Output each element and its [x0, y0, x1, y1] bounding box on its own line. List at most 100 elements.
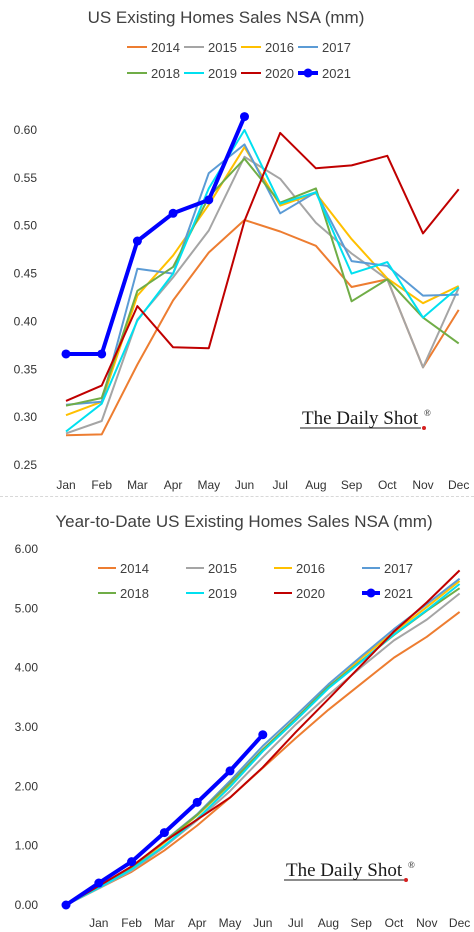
y-tick-label: 5.00: [15, 601, 39, 615]
x-tick-label: May: [219, 916, 242, 930]
series-line-2020: [65, 569, 461, 906]
chart-title: Year-to-Date US Existing Homes Sales NSA…: [55, 512, 432, 531]
legend-label-2015: 2015: [208, 561, 237, 576]
series-point-2021: [127, 857, 137, 867]
legend-label-2017: 2017: [322, 40, 351, 55]
y-tick-label: 3.00: [15, 720, 39, 734]
legend-label-2019: 2019: [208, 66, 237, 81]
x-tick-label: Aug: [305, 478, 326, 492]
legend-label-2014: 2014: [120, 561, 149, 576]
chart-divider: [0, 496, 474, 497]
x-tick-label: Feb: [121, 916, 142, 930]
series-point-2021: [240, 112, 249, 122]
y-tick-label: 2.00: [15, 779, 39, 793]
series-line-2019: [65, 129, 460, 433]
x-tick-label: Nov: [416, 916, 437, 930]
x-tick-label: Jan: [56, 478, 75, 492]
series-point-2021: [61, 900, 71, 910]
series-point-2021: [97, 349, 107, 359]
registered-mark: ®: [424, 408, 431, 418]
series-line-2019: [65, 583, 461, 906]
series-point-2021: [258, 730, 268, 740]
x-axis: Jan Feb Mar Apr May Jun Jul Aug Sep Oct Nov Dec: [89, 916, 470, 930]
y-tick-label: 0.00: [15, 898, 39, 912]
y-tick-label: 6.00: [15, 542, 39, 556]
x-tick-label: Jul: [273, 478, 288, 492]
watermark-dot: [404, 878, 408, 882]
y-tick-label: 1.00: [15, 839, 39, 853]
series-line-2015: [65, 155, 460, 435]
monthly-sales-chart: US Existing Homes Sales NSA (mm) 2014 201…: [14, 8, 470, 492]
x-tick-label: Dec: [448, 478, 469, 492]
series-point-2021: [168, 208, 178, 218]
series-point-2021: [132, 236, 142, 246]
x-tick-label: Apr: [188, 916, 207, 930]
x-tick-label: Sep: [341, 478, 363, 492]
legend-label-2021: 2021: [322, 66, 351, 81]
chart-legend: 2014 2015 2016 2017 2018 2019 2020 2021: [127, 40, 351, 81]
chart-legend: 2014 2015 2016 2017 2018 2019 2020 2021: [98, 561, 413, 601]
x-tick-label: Jan: [89, 916, 108, 930]
series-point-2021: [61, 349, 71, 359]
legend-label-2014: 2014: [151, 40, 180, 55]
legend-label-2020: 2020: [265, 66, 294, 81]
series-line-2021: [66, 115, 247, 356]
legend-label-2017: 2017: [384, 561, 413, 576]
x-tick-label: Apr: [164, 478, 183, 492]
series-line-2018: [65, 157, 460, 407]
x-tick-label: Sep: [351, 916, 373, 930]
x-tick-label: Feb: [91, 478, 112, 492]
ytd-sales-chart: Year-to-Date US Existing Homes Sales NSA…: [15, 512, 471, 930]
legend-label-2015: 2015: [208, 40, 237, 55]
legend-label-2021: 2021: [384, 586, 413, 601]
x-tick-label: Mar: [154, 916, 175, 930]
series-point-2021: [159, 828, 169, 838]
y-tick-label: 0.45: [14, 267, 38, 281]
x-axis: Jan Feb Mar Apr May Jun Jul Aug Sep Oct Nov Dec: [56, 478, 469, 492]
y-tick-label: 0.40: [14, 314, 38, 328]
y-tick-label: 0.30: [14, 410, 38, 424]
y-axis: 0.25 0.30 0.35 0.40 0.45 0.50 0.55 0.60: [14, 123, 38, 472]
y-axis: 0.00 1.00 2.00 3.00 4.00 5.00 6.00: [15, 542, 39, 912]
series-lines: [61, 112, 460, 437]
watermark-logo: The Daily Shot ®: [300, 408, 431, 430]
y-tick-label: 0.60: [14, 123, 38, 137]
legend-label-2016: 2016: [265, 40, 294, 55]
x-tick-label: Dec: [449, 916, 470, 930]
series-point-2021: [225, 766, 235, 776]
registered-mark: ®: [408, 860, 415, 870]
x-tick-label: Nov: [412, 478, 433, 492]
legend-label-2016: 2016: [296, 561, 325, 576]
x-tick-label: Jun: [253, 916, 272, 930]
watermark-logo: The Daily Shot ®: [284, 860, 415, 882]
y-tick-label: 0.55: [14, 171, 38, 185]
x-tick-label: Aug: [318, 916, 339, 930]
legend-marker-2021: [366, 588, 376, 598]
x-tick-label: Oct: [378, 478, 397, 492]
legend-label-2020: 2020: [296, 586, 325, 601]
series-line-2015: [65, 592, 461, 906]
chart-title: US Existing Homes Sales NSA (mm): [88, 8, 365, 27]
y-tick-label: 4.00: [15, 661, 39, 675]
series-line-2020: [65, 131, 460, 402]
legend-label-2019: 2019: [208, 586, 237, 601]
series-point-2021: [192, 797, 202, 807]
legend-label-2018: 2018: [120, 586, 149, 601]
watermark-text: The Daily Shot: [302, 408, 419, 429]
watermark-text: The Daily Shot: [286, 860, 403, 881]
x-tick-label: Mar: [127, 478, 148, 492]
x-tick-label: Oct: [385, 916, 404, 930]
x-tick-label: May: [197, 478, 220, 492]
y-tick-label: 0.25: [14, 458, 38, 472]
legend-label-2018: 2018: [151, 66, 180, 81]
x-tick-label: Jun: [235, 478, 254, 492]
series-lines: [61, 569, 461, 910]
y-tick-label: 0.35: [14, 362, 38, 376]
series-point-2021: [204, 195, 214, 205]
x-tick-label: Jul: [288, 916, 303, 930]
series-line-2021: [64, 733, 265, 907]
legend-marker-2021: [303, 68, 313, 78]
y-tick-label: 0.50: [14, 219, 38, 233]
series-point-2021: [94, 878, 104, 888]
watermark-dot: [422, 426, 426, 430]
